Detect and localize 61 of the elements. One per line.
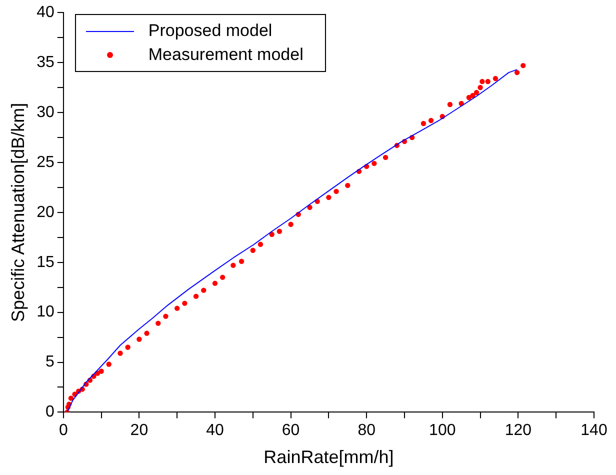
point xyxy=(466,94,472,100)
point xyxy=(118,350,123,356)
point xyxy=(470,92,476,98)
point xyxy=(276,228,282,234)
point xyxy=(269,232,274,237)
point xyxy=(326,194,332,200)
point xyxy=(420,120,426,126)
y-tick-label: 30 xyxy=(36,104,54,121)
point xyxy=(480,78,485,84)
x-tick-label: 20 xyxy=(130,422,148,440)
point xyxy=(156,320,161,326)
y-tick-label: 10 xyxy=(36,304,54,321)
point xyxy=(163,314,168,319)
x-tick-label: 100 xyxy=(429,422,456,440)
legend-label: Proposed model xyxy=(148,20,272,42)
y-tick-label: 35 xyxy=(36,54,54,71)
x-tick-label: 0 xyxy=(58,422,68,440)
y-tick-label: 25 xyxy=(36,154,54,171)
point xyxy=(258,242,264,247)
x-tick-label: 140 xyxy=(580,422,608,440)
point xyxy=(212,280,218,286)
point xyxy=(125,344,130,350)
x-tick-label: 80 xyxy=(358,422,376,440)
point xyxy=(288,222,294,227)
y-tick-label: 40 xyxy=(36,4,54,22)
point xyxy=(98,368,104,374)
point xyxy=(136,336,142,342)
y-tick-label: 0 xyxy=(45,404,54,421)
point xyxy=(182,300,188,306)
x-axis-title: RainRate[mm/h] xyxy=(264,447,394,468)
point xyxy=(201,288,206,293)
point xyxy=(307,204,312,210)
legend-label: Measurement model xyxy=(148,44,304,66)
y-tick-label: 15 xyxy=(36,254,54,271)
point xyxy=(428,118,434,124)
x-tick-label: 40 xyxy=(206,422,224,440)
point xyxy=(520,62,526,68)
point xyxy=(478,84,483,90)
point xyxy=(485,78,490,84)
point xyxy=(492,76,498,82)
point xyxy=(144,330,150,336)
y-tick-label: 20 xyxy=(36,204,54,221)
y-tick-label: 5 xyxy=(45,354,54,371)
point xyxy=(514,70,520,76)
point xyxy=(106,362,112,367)
x-tick-label: 60 xyxy=(282,422,300,440)
point xyxy=(230,262,236,268)
y-axis-title: Specific Attenuation[dB/km] xyxy=(8,102,28,322)
point xyxy=(382,154,388,160)
point xyxy=(220,274,226,280)
point xyxy=(193,294,199,299)
point xyxy=(174,306,180,311)
point xyxy=(68,396,74,401)
point xyxy=(250,248,256,253)
point xyxy=(334,188,339,194)
point xyxy=(238,258,244,264)
point xyxy=(447,102,453,108)
point xyxy=(372,160,377,166)
point xyxy=(345,182,350,188)
point xyxy=(474,90,480,96)
x-tick-label: 120 xyxy=(504,422,532,440)
